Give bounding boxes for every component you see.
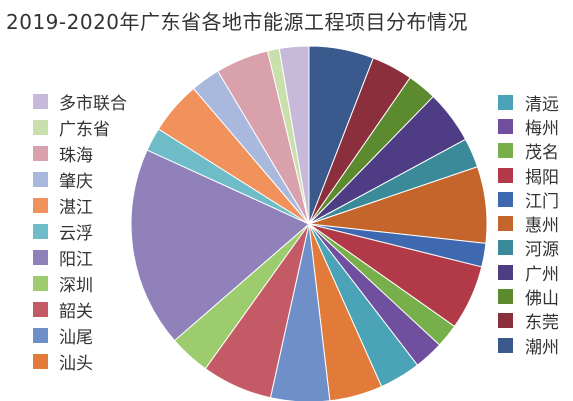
legend-swatch <box>498 118 513 134</box>
legend-swatch <box>498 216 513 232</box>
legend-item: 湛江 <box>33 192 127 218</box>
legend-swatch <box>498 143 513 159</box>
legend-item: 清远 <box>498 90 559 115</box>
legend-label: 广州 <box>525 264 559 285</box>
legend-swatch <box>33 301 48 317</box>
legend-swatch <box>33 275 48 291</box>
legend-left: 多市联合广东省珠海肇庆湛江云浮阳江深圳韶关汕尾汕头 <box>33 88 127 374</box>
legend-swatch <box>498 289 513 305</box>
legend-swatch <box>33 353 48 369</box>
legend-swatch <box>498 264 513 280</box>
legend-swatch <box>33 197 48 213</box>
legend-label: 江门 <box>525 191 559 212</box>
legend-item: 肇庆 <box>33 166 127 192</box>
legend-swatch <box>33 119 48 135</box>
legend-label: 湛江 <box>59 197 93 218</box>
legend-swatch <box>33 223 48 239</box>
legend-item: 珠海 <box>33 140 127 166</box>
legend-item: 河源 <box>498 236 559 260</box>
legend-label: 潮州 <box>525 337 559 358</box>
legend-label: 佛山 <box>525 289 559 310</box>
legend-label: 深圳 <box>59 275 93 296</box>
legend-item: 韶关 <box>33 296 127 322</box>
legend-label: 广东省 <box>59 119 110 140</box>
legend-swatch <box>33 145 48 161</box>
legend-item: 惠州 <box>498 211 559 237</box>
legend-item: 阳江 <box>33 244 127 270</box>
legend-swatch <box>498 94 513 110</box>
legend-right: 清远梅州茂名揭阳江门惠州河源广州佛山东莞潮州 <box>498 90 559 358</box>
legend-swatch <box>498 240 513 256</box>
legend-swatch <box>33 249 48 265</box>
legend-swatch <box>498 313 513 329</box>
legend-swatch <box>498 191 513 207</box>
legend-item: 广东省 <box>33 114 127 140</box>
legend-item: 广州 <box>498 260 559 285</box>
legend-swatch <box>33 171 48 187</box>
legend-label: 茂名 <box>525 143 559 164</box>
legend-label: 多市联合 <box>59 93 127 114</box>
legend-swatch <box>498 337 513 353</box>
legend-label: 汕尾 <box>59 327 93 348</box>
legend-item: 江门 <box>498 187 559 212</box>
legend-label: 揭阳 <box>525 167 559 188</box>
legend-item: 云浮 <box>33 218 127 244</box>
legend-swatch <box>33 93 48 109</box>
legend-item: 深圳 <box>33 270 127 296</box>
legend-item: 多市联合 <box>33 88 127 114</box>
legend-label: 肇庆 <box>59 171 93 192</box>
legend-item: 汕尾 <box>33 322 127 348</box>
legend-label: 韶关 <box>59 301 93 322</box>
legend-swatch <box>33 327 48 343</box>
legend-label: 河源 <box>525 240 559 261</box>
legend-item: 茂名 <box>498 139 559 163</box>
legend-label: 清远 <box>525 94 559 115</box>
legend-item: 潮州 <box>498 333 559 358</box>
legend-label: 惠州 <box>525 216 559 237</box>
legend-swatch <box>498 167 513 183</box>
legend-label: 珠海 <box>59 145 93 166</box>
legend-label: 云浮 <box>59 223 93 244</box>
legend-label: 东莞 <box>525 313 559 334</box>
legend-label: 梅州 <box>525 118 559 139</box>
legend-label: 汕头 <box>59 353 93 374</box>
legend-item: 汕头 <box>33 348 127 374</box>
legend-item: 梅州 <box>498 114 559 139</box>
legend-item: 东莞 <box>498 309 559 333</box>
legend-item: 佛山 <box>498 284 559 310</box>
legend-label: 阳江 <box>59 249 93 270</box>
chart-title: 2019-2020年广东省各地市能源工程项目分布情况 <box>6 10 469 34</box>
legend-item: 揭阳 <box>498 163 559 188</box>
pie-slice-15 <box>130 149 310 342</box>
pie-slice-21 <box>278 45 310 225</box>
